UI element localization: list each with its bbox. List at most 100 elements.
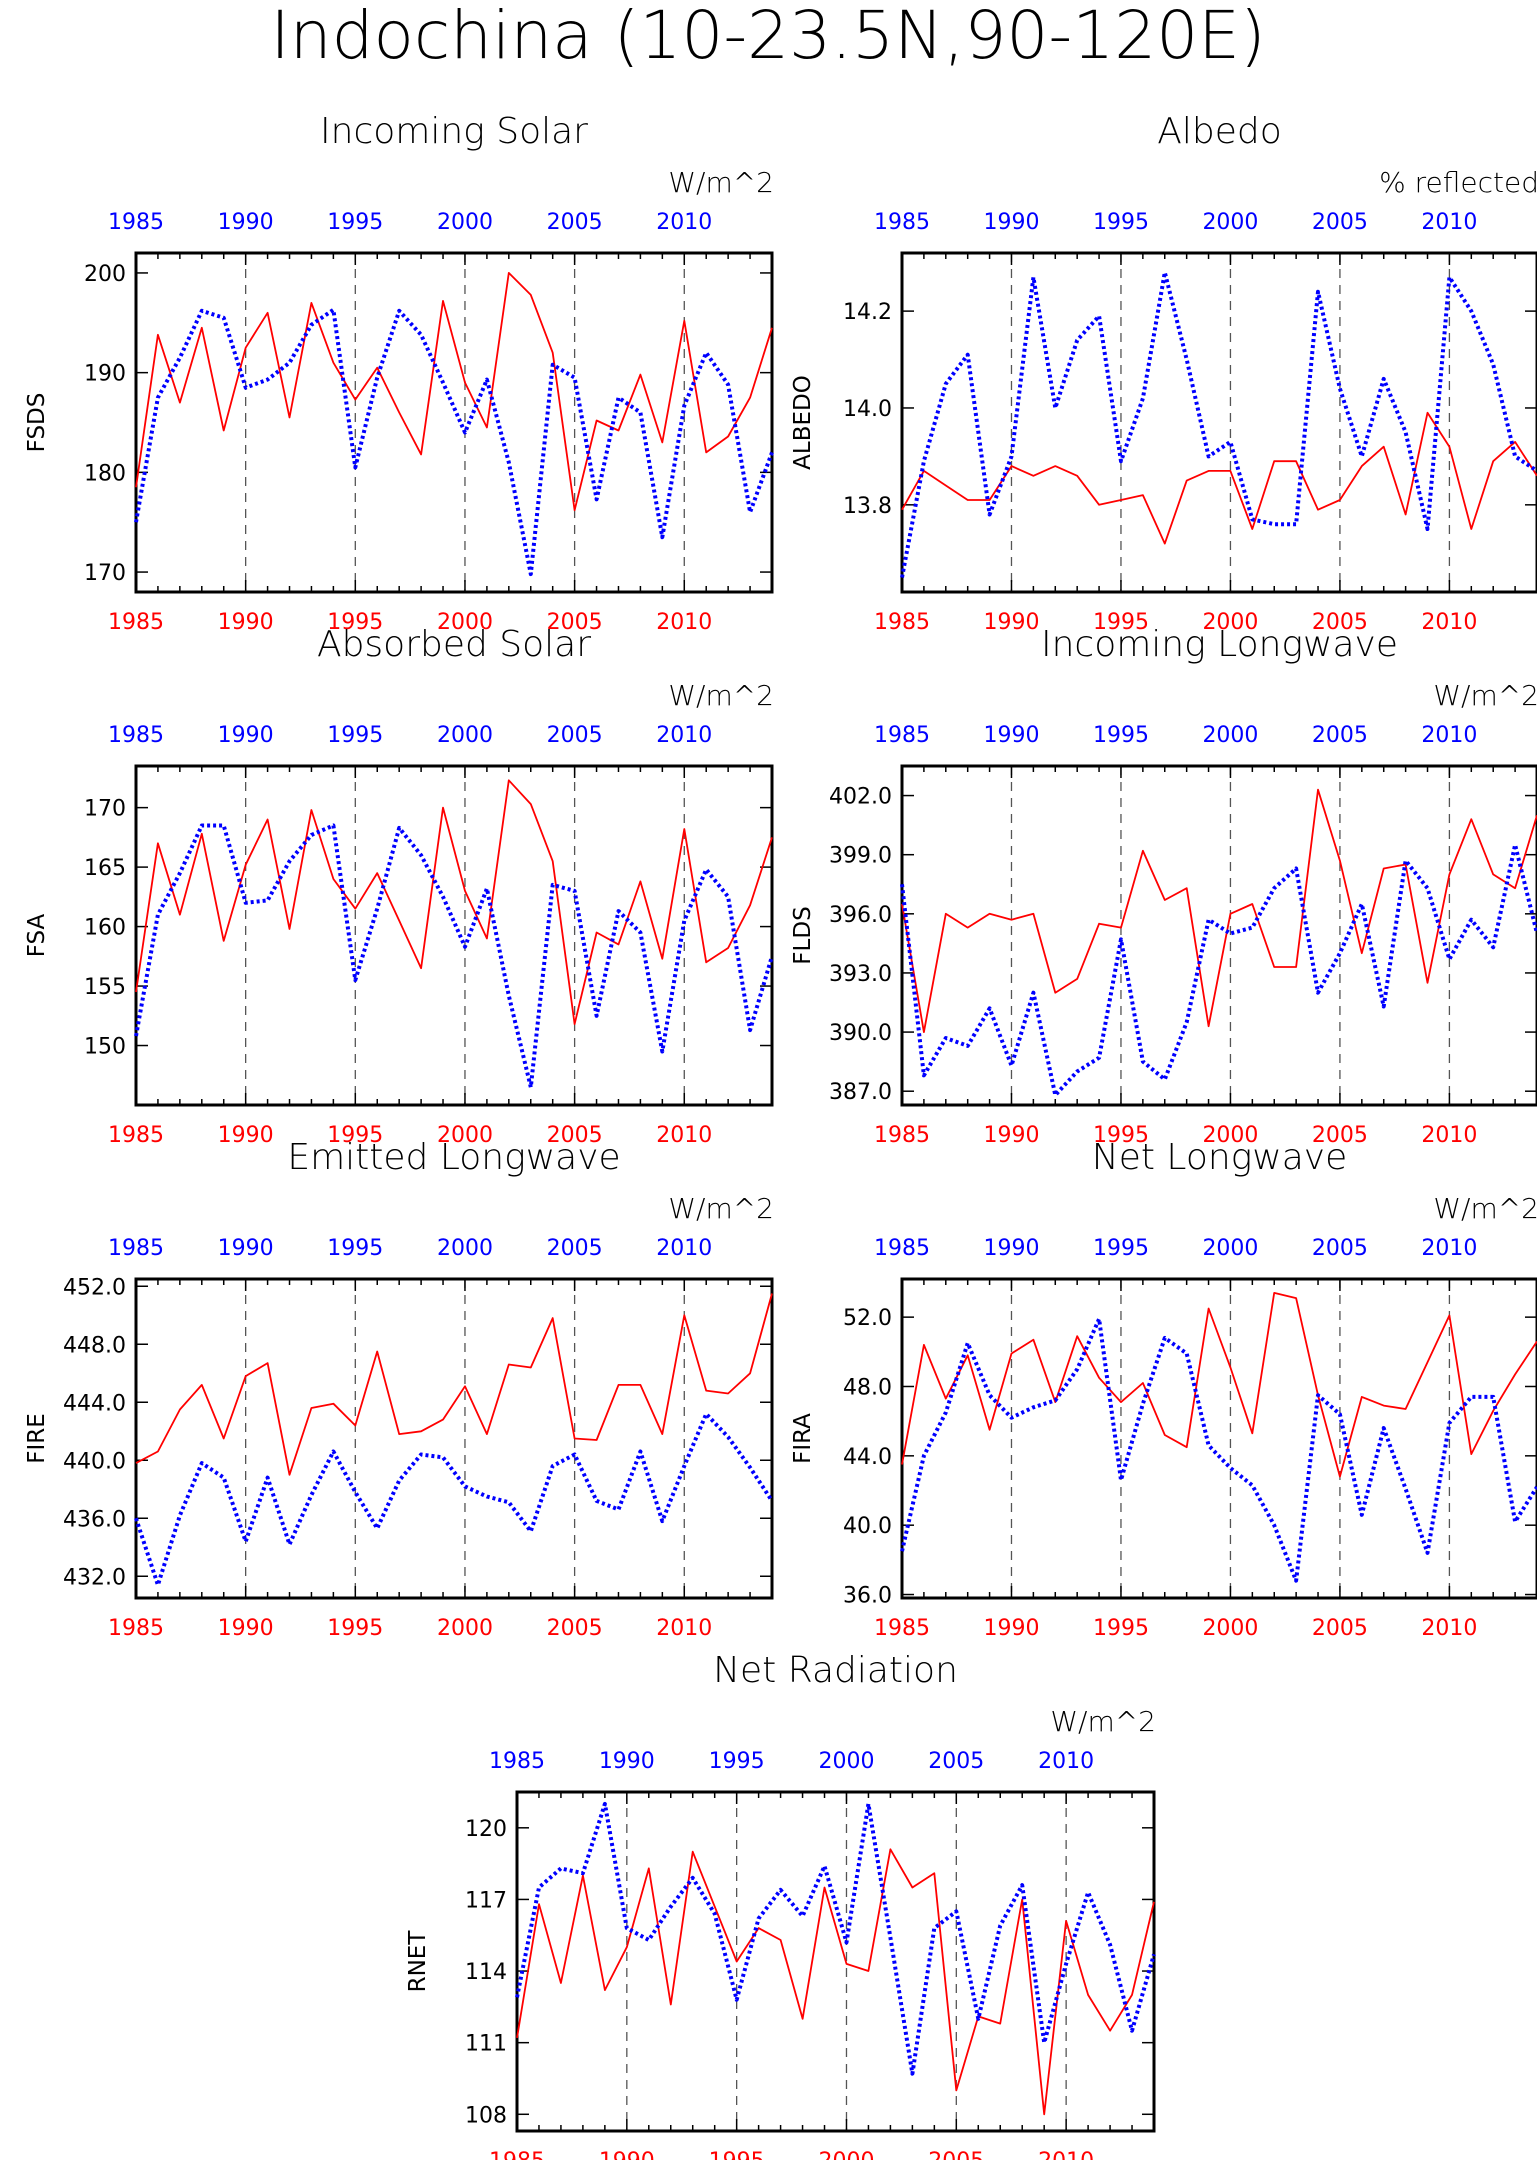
data-point-fsa-blue-1993 [310, 834, 312, 836]
data-point-fsa-blue-1999 [442, 896, 444, 898]
data-point-flds-blue-1988 [967, 1045, 969, 1047]
data-point-albedo-blue-1992 [1054, 407, 1056, 409]
data-point-fira-blue-1999 [1207, 1444, 1209, 1446]
data-point-fsds-blue-1988 [201, 310, 203, 312]
plot-frame-fsa [134, 764, 774, 1107]
data-point-albedo-red-2000 [1229, 470, 1231, 472]
data-point-fsa-blue-2014 [771, 955, 773, 957]
units-label-fsds: W/m^2 [668, 166, 774, 199]
data-point-flds-red-1991 [1032, 913, 1034, 915]
data-point-flds-blue-1997 [1164, 1078, 1166, 1080]
x-tick-label-bottom-fira-2010: 2010 [1421, 1616, 1477, 1641]
data-point-flds-blue-1999 [1207, 919, 1209, 921]
data-point-rnet-red-2005 [955, 2089, 957, 2091]
y-tick-label-fire-5: 452.0 [63, 1275, 126, 1300]
data-point-albedo-blue-2005 [1339, 387, 1341, 389]
series-line-fsa-blue [134, 823, 774, 1090]
data-point-flds-red-2007 [1383, 867, 1385, 869]
data-point-fire-blue-1994 [332, 1450, 334, 1452]
data-point-fsds-red-2011 [705, 451, 707, 453]
data-point-flds-blue-1990 [1010, 1064, 1012, 1066]
series-line-fsa-red [135, 779, 773, 1025]
data-point-fire-blue-1997 [398, 1479, 400, 1481]
data-point-flds-red-2004 [1317, 789, 1319, 791]
data-point-fire-blue-1991 [266, 1476, 268, 1478]
data-point-fire-blue-1992 [288, 1543, 290, 1545]
x-tick-label-bottom-fsa-1990: 1990 [218, 1123, 274, 1148]
x-tick-label-top-fira-1995: 1995 [1093, 1236, 1149, 1261]
data-point-fira-blue-2002 [1273, 1524, 1275, 1526]
data-point-fira-blue-1995 [1120, 1479, 1122, 1481]
data-point-fsds-red-2012 [727, 435, 729, 437]
y-tick-label-rnet-4: 120 [465, 1817, 507, 1842]
data-point-fire-blue-1988 [201, 1462, 203, 1464]
x-tick-label-top-fsa-1990: 1990 [218, 723, 274, 748]
y-tick-label-fire-2: 440.0 [63, 1449, 126, 1474]
x-tick-label-top-flds-2000: 2000 [1202, 723, 1258, 748]
data-point-fire-red-2013 [749, 1372, 751, 1374]
data-point-rnet-blue-1997 [779, 1889, 781, 1891]
x-tick-label-bottom-fira-1985: 1985 [874, 1616, 930, 1641]
data-point-fsa-blue-1990 [245, 902, 247, 904]
data-point-flds-red-2010 [1448, 873, 1450, 875]
data-point-fire-blue-1995 [354, 1491, 356, 1493]
data-point-albedo-red-1995 [1120, 499, 1122, 501]
chart-panel-flds: Incoming Longwave W/m^2 1985 1985 1990 1990 19… [790, 624, 1537, 1148]
data-point-rnet-red-2007 [999, 2022, 1001, 2024]
data-point-fsds-blue-2005 [573, 376, 575, 378]
data-point-fire-red-1989 [223, 1437, 225, 1439]
units-label-fsa: W/m^2 [668, 679, 774, 712]
y-tick-label-fire-1: 436.0 [63, 1507, 126, 1532]
data-point-albedo-red-1994 [1098, 504, 1100, 506]
data-point-fsa-blue-2004 [552, 884, 554, 886]
chart-title-fira: Net Longwave [1092, 1137, 1347, 1178]
data-point-fire-red-1990 [245, 1375, 247, 1377]
data-point-rnet-blue-1990 [626, 1927, 628, 1929]
data-point-fire-red-2011 [705, 1389, 707, 1391]
data-point-rnet-blue-1998 [801, 1915, 803, 1917]
data-point-rnet-blue-2003 [911, 2073, 913, 2075]
data-point-fsds-blue-2011 [705, 352, 707, 354]
data-point-rnet-red-1990 [626, 1946, 628, 1948]
data-point-rnet-red-1995 [736, 1960, 738, 1962]
x-tick-label-top-fira-2010: 2010 [1421, 1236, 1477, 1261]
data-point-albedo-blue-2013 [1514, 455, 1516, 457]
y-tick-label-fira-3: 48.0 [843, 1375, 892, 1400]
data-point-fsa-blue-2013 [749, 1029, 751, 1031]
x-tick-label-bottom-rnet-2005: 2005 [928, 2149, 984, 2160]
x-tick-label-top-fire-1985: 1985 [108, 1236, 164, 1261]
x-tick-label-bottom-albedo-2000: 2000 [1202, 610, 1258, 635]
chart-title-fsds: Incoming Solar [320, 111, 588, 152]
data-point-fsa-blue-1998 [420, 854, 422, 856]
data-point-fira-blue-2009 [1426, 1552, 1428, 1554]
data-point-rnet-red-2000 [845, 1963, 847, 1965]
x-tick-label-bottom-flds-2005: 2005 [1312, 1123, 1368, 1148]
data-point-fsds-blue-1998 [420, 334, 422, 336]
y-tick-label-fsa-1: 155 [84, 975, 126, 1000]
data-point-fira-blue-2010 [1448, 1422, 1450, 1424]
x-tick-label-top-albedo-1985: 1985 [874, 210, 930, 235]
y-axis-label-rnet: RNET [405, 1930, 431, 1993]
data-point-fire-blue-2007 [617, 1508, 619, 1510]
data-point-albedo-blue-2012 [1492, 363, 1494, 365]
x-tick-label-top-albedo-1995: 1995 [1093, 210, 1149, 235]
data-point-fsa-red-2000 [464, 890, 466, 892]
data-point-fsa-red-2009 [661, 958, 663, 960]
data-point-fira-red-1997 [1164, 1434, 1166, 1436]
data-point-rnet-red-1997 [779, 1939, 781, 1941]
figure-title: Indochina (10-23.5N,90-120E) [270, 0, 1265, 74]
data-point-fsa-red-1999 [442, 806, 444, 808]
data-point-fsa-red-2013 [749, 904, 751, 906]
data-point-albedo-blue-1996 [1142, 397, 1144, 399]
y-tick-label-fira-1: 40.0 [843, 1514, 892, 1539]
data-point-flds-blue-1985 [901, 883, 903, 885]
data-point-fsa-blue-2010 [683, 919, 685, 921]
data-point-fsds-blue-2003 [530, 573, 532, 575]
x-tick-label-bottom-fsa-1995: 1995 [327, 1123, 383, 1148]
data-point-flds-red-1990 [1010, 919, 1012, 921]
plot-frame-fsds [134, 251, 774, 594]
data-point-fsds-red-1992 [288, 416, 290, 418]
data-point-fsa-red-2012 [727, 947, 729, 949]
y-axis-label-fsds: FSDS [24, 393, 50, 453]
